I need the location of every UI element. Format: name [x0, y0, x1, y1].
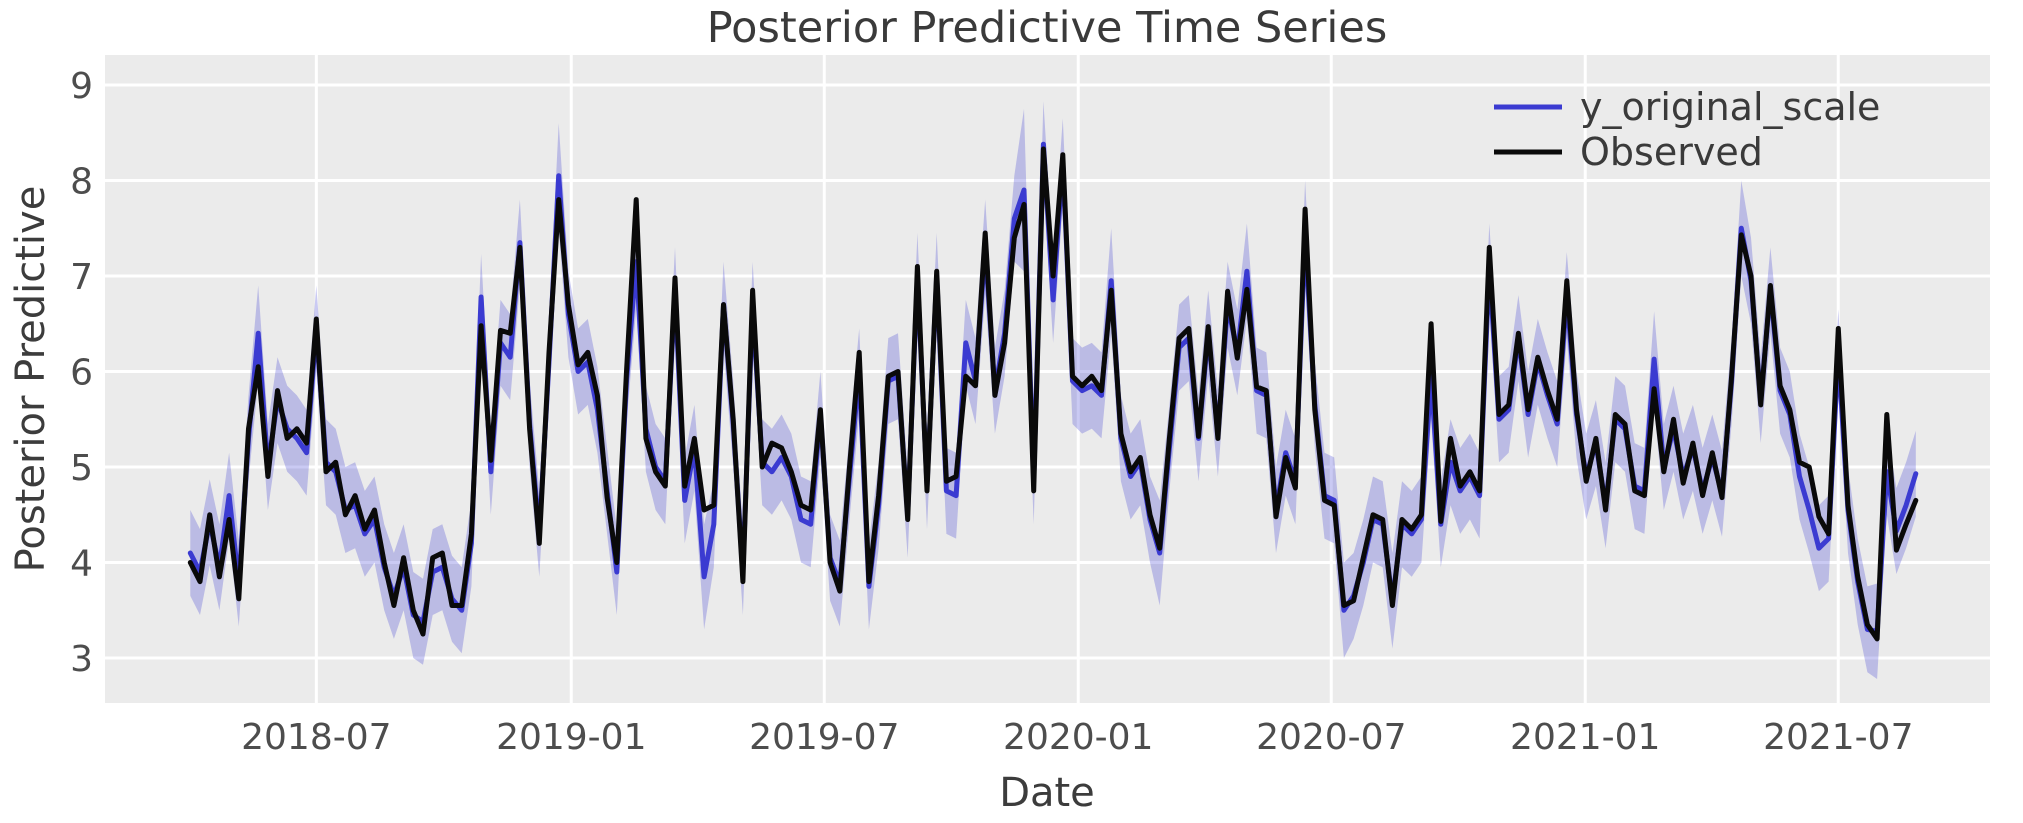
series-line-observed	[187, 146, 1919, 642]
y-axis-label: Posterior Predictive	[8, 186, 54, 573]
y-tick-label: 5	[70, 448, 93, 489]
y-tick-labels: 3 4 5 6 7 8 9	[70, 66, 93, 680]
legend-label-y-original-scale: y_original_scale	[1580, 85, 1880, 129]
x-tick-label: 2020-01	[1003, 717, 1153, 758]
x-tick-label: 2020-07	[1256, 717, 1406, 758]
legend-label-observed: Observed	[1580, 130, 1763, 174]
y-tick-label: 8	[70, 162, 93, 203]
x-tick-label: 2021-07	[1763, 717, 1913, 758]
x-tick-labels: 2018-07 2019-01 2019-07 2020-01 2020-07 2021-…	[241, 717, 1913, 758]
y-tick-label: 9	[70, 66, 93, 107]
x-tick-label: 2018-07	[241, 717, 391, 758]
y-tick-label: 4	[70, 544, 93, 585]
plot-background	[105, 55, 1990, 703]
legend: y_original_scale Observed	[1494, 85, 1880, 174]
chart-title: Posterior Predictive Time Series	[707, 3, 1387, 53]
x-tick-label: 2019-01	[496, 717, 646, 758]
x-axis-label: Date	[999, 770, 1095, 816]
y-tick-label: 3	[70, 639, 93, 680]
y-tick-label: 7	[70, 257, 93, 298]
x-tick-label: 2019-07	[749, 717, 899, 758]
x-tick-label: 2021-01	[1510, 717, 1660, 758]
y-tick-label: 6	[70, 353, 93, 394]
